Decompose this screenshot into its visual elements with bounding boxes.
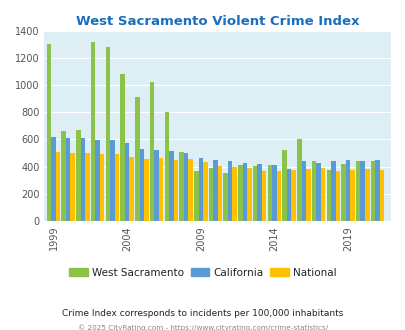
Bar: [114, 154, 119, 221]
Bar: [154, 149, 158, 221]
Bar: [345, 160, 350, 221]
Bar: [168, 151, 173, 221]
Bar: [164, 112, 168, 221]
Bar: [188, 159, 192, 221]
Bar: [360, 161, 364, 221]
Bar: [252, 166, 257, 221]
Bar: [105, 47, 110, 221]
Bar: [202, 162, 207, 221]
Bar: [247, 168, 251, 221]
Bar: [296, 140, 301, 221]
Bar: [330, 160, 335, 221]
Bar: [217, 166, 222, 221]
Bar: [379, 170, 383, 221]
Bar: [370, 161, 374, 221]
Bar: [315, 163, 320, 221]
Bar: [47, 44, 51, 221]
Bar: [110, 140, 114, 221]
Bar: [95, 140, 100, 221]
Bar: [158, 158, 163, 221]
Bar: [261, 171, 266, 221]
Title: West Sacramento Violent Crime Index: West Sacramento Violent Crime Index: [76, 15, 358, 28]
Bar: [364, 169, 369, 221]
Bar: [91, 42, 95, 221]
Bar: [179, 152, 183, 221]
Bar: [320, 168, 324, 221]
Bar: [305, 169, 310, 221]
Bar: [276, 171, 281, 221]
Bar: [374, 160, 379, 221]
Bar: [149, 82, 154, 221]
Bar: [257, 164, 261, 221]
Bar: [76, 130, 81, 221]
Bar: [350, 170, 354, 221]
Bar: [355, 161, 360, 221]
Bar: [183, 153, 188, 221]
Bar: [125, 143, 129, 221]
Bar: [301, 161, 305, 221]
Bar: [341, 164, 345, 221]
Bar: [129, 157, 134, 221]
Bar: [135, 97, 139, 221]
Legend: West Sacramento, California, National: West Sacramento, California, National: [65, 264, 340, 282]
Bar: [81, 138, 85, 221]
Bar: [213, 160, 217, 221]
Bar: [85, 153, 90, 221]
Text: © 2025 CityRating.com - https://www.cityrating.com/crime-statistics/: © 2025 CityRating.com - https://www.city…: [78, 324, 327, 330]
Bar: [194, 171, 198, 221]
Bar: [70, 153, 75, 221]
Bar: [144, 159, 148, 221]
Bar: [281, 149, 286, 221]
Bar: [242, 163, 247, 221]
Bar: [227, 161, 232, 221]
Bar: [326, 170, 330, 221]
Bar: [271, 165, 276, 221]
Bar: [232, 167, 237, 221]
Bar: [286, 169, 291, 221]
Bar: [208, 168, 213, 221]
Bar: [267, 165, 271, 221]
Bar: [311, 161, 315, 221]
Text: Crime Index corresponds to incidents per 100,000 inhabitants: Crime Index corresponds to incidents per…: [62, 309, 343, 317]
Bar: [55, 152, 60, 221]
Bar: [291, 170, 295, 221]
Bar: [223, 173, 227, 221]
Bar: [173, 160, 178, 221]
Bar: [120, 74, 125, 221]
Bar: [66, 138, 70, 221]
Bar: [335, 171, 339, 221]
Bar: [139, 149, 144, 221]
Bar: [61, 131, 66, 221]
Bar: [238, 165, 242, 221]
Bar: [198, 158, 202, 221]
Bar: [51, 137, 55, 221]
Bar: [100, 154, 104, 221]
